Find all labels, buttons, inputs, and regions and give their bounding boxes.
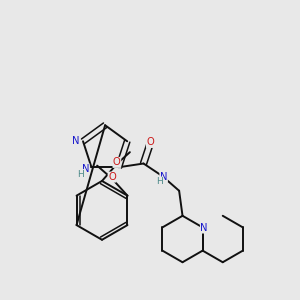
Text: O: O — [113, 158, 121, 167]
Text: O: O — [108, 172, 116, 182]
Text: N: N — [82, 164, 89, 174]
Text: H: H — [156, 177, 162, 186]
Text: H: H — [77, 169, 84, 178]
Text: O: O — [146, 137, 154, 148]
Text: N: N — [160, 172, 167, 182]
Text: N: N — [200, 223, 208, 233]
Text: N: N — [73, 136, 80, 146]
